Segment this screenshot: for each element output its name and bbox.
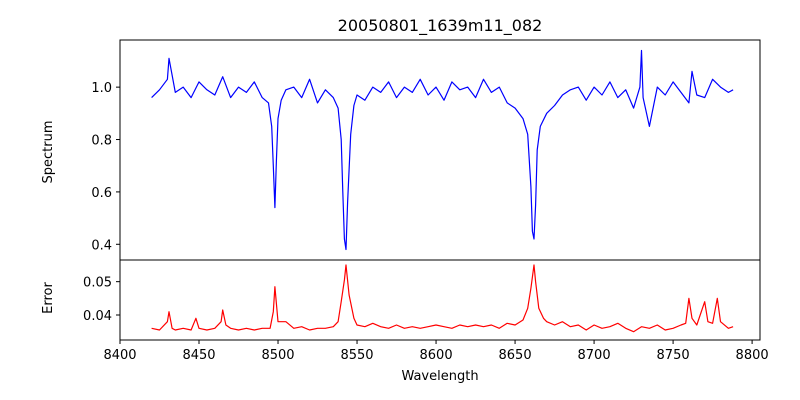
x-tick-label: 8400 [103,348,136,363]
x-tick-label: 8750 [657,348,690,363]
x-tick-label: 8700 [578,348,611,363]
x-tick-label: 8550 [340,348,373,363]
x-tick-label: 8650 [499,348,532,363]
spectrum-series-line [151,49,734,251]
spectrum-plot-frame [119,39,761,261]
x-axis-label: Wavelength [401,369,478,384]
error-series-line [151,264,734,333]
spectrum-y-ticks: 0.4 0.6 0.8 1.0 [91,81,120,253]
spectrum-y-tick-label: 0.8 [91,134,112,149]
x-tick-label: 8600 [420,348,453,363]
error-y-tick-label: 0.05 [83,276,112,291]
spectrum-y-tick-label: 1.0 [91,81,112,96]
x-tick-label: 8450 [182,348,215,363]
x-tick-label: 8500 [261,348,294,363]
chart-title: 20050801_1639m11_082 [338,16,543,36]
error-plot-frame [119,259,761,341]
error-y-ticks: 0.04 0.05 [83,276,120,324]
x-ticks: 8400 8450 8500 8550 8600 8650 8700 8750 8800 [103,340,769,363]
error-y-tick-label: 0.04 [83,309,112,324]
x-tick-label: 8800 [736,348,769,363]
spectrum-y-tick-label: 0.6 [91,186,112,201]
error-y-axis-label: Error [41,282,56,314]
spectrum-y-tick-label: 0.4 [91,238,112,253]
spectrum-y-axis-label: Spectrum [41,121,56,184]
